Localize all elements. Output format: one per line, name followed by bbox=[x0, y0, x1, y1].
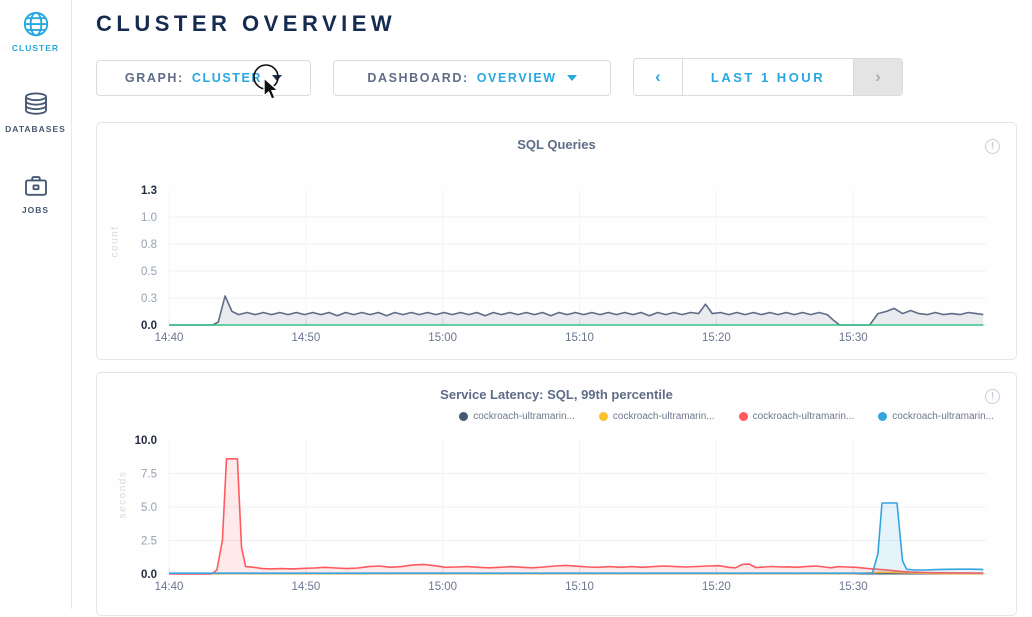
graph-dropdown-label: GRAPH: bbox=[124, 71, 184, 85]
legend-dot-icon bbox=[878, 412, 888, 421]
svg-text:15:00: 15:00 bbox=[428, 581, 457, 593]
sql-queries-card: SQL Queries ! count 1.3 1.0 0.8 0.5 0.3 0.0 14… bbox=[96, 122, 1017, 360]
chart-title: SQL Queries bbox=[517, 137, 596, 152]
legend-item[interactable]: cockroach-ultramarin... bbox=[738, 411, 855, 422]
svg-text:0.8: 0.8 bbox=[141, 239, 157, 251]
sidebar-item-label: CLUSTER bbox=[11, 43, 60, 53]
svg-text:15:20: 15:20 bbox=[702, 581, 731, 593]
svg-text:0.0: 0.0 bbox=[141, 320, 157, 332]
time-prev-button[interactable]: ‹ bbox=[634, 59, 683, 95]
svg-text:10.0: 10.0 bbox=[135, 435, 157, 447]
time-range-selector: ‹ LAST 1 HOUR › bbox=[633, 58, 903, 96]
svg-text:0.0: 0.0 bbox=[141, 569, 157, 581]
info-icon[interactable]: ! bbox=[985, 389, 1000, 404]
svg-text:15:30: 15:30 bbox=[839, 581, 868, 593]
chart-legend: cockroach-ultramarin... cockroach-ultrama… bbox=[459, 411, 994, 422]
legend-item[interactable]: cockroach-ultramarin... bbox=[878, 411, 994, 422]
service-latency-chart[interactable]: 10.0 7.5 5.0 2.5 0.0 14:40 14:50 15:00 15:10 15:2… bbox=[97, 373, 1016, 615]
sidebar: CLUSTER DATABASES JOBS bbox=[0, 0, 72, 609]
legend-dot-icon bbox=[738, 412, 748, 421]
svg-text:5.0: 5.0 bbox=[141, 502, 157, 514]
legend-dot-icon bbox=[459, 412, 469, 421]
svg-text:1.0: 1.0 bbox=[141, 212, 157, 224]
dashboard-dropdown[interactable]: DASHBOARD: OVERVIEW bbox=[333, 60, 611, 96]
svg-text:1.3: 1.3 bbox=[141, 185, 157, 197]
svg-text:14:50: 14:50 bbox=[291, 581, 320, 593]
svg-text:15:10: 15:10 bbox=[565, 581, 594, 593]
svg-text:7.5: 7.5 bbox=[141, 469, 157, 481]
svg-text:15:30: 15:30 bbox=[839, 332, 868, 344]
dashboard-dropdown-value: OVERVIEW bbox=[476, 71, 557, 85]
svg-text:0.5: 0.5 bbox=[141, 266, 157, 278]
info-icon[interactable]: ! bbox=[985, 139, 1000, 154]
sidebar-item-cluster[interactable]: CLUSTER bbox=[0, 9, 71, 53]
globe-icon bbox=[23, 11, 48, 37]
dashboard-dropdown-label: DASHBOARD: bbox=[367, 71, 469, 85]
sidebar-item-label: DATABASES bbox=[5, 124, 66, 134]
databases-icon bbox=[24, 92, 47, 115]
page-title: CLUSTER OVERVIEW bbox=[96, 11, 397, 36]
chart-title: Service Latency: SQL, 99th percentile bbox=[440, 387, 673, 402]
svg-text:15:00: 15:00 bbox=[428, 332, 457, 344]
legend-item[interactable]: cockroach-ultramarin... bbox=[598, 411, 715, 422]
legend-dot-icon bbox=[598, 412, 608, 421]
legend-label: cockroach-ultramarin... bbox=[892, 411, 994, 422]
legend-label: cockroach-ultramarin... bbox=[612, 411, 715, 422]
svg-text:14:50: 14:50 bbox=[291, 332, 320, 344]
time-range-button[interactable]: LAST 1 HOUR bbox=[710, 69, 826, 85]
sidebar-item-label: JOBS bbox=[21, 205, 50, 215]
sql-queries-chart[interactable]: 1.3 1.0 0.8 0.5 0.3 0.0 14:40 14:50 15:00 15:10 15… bbox=[97, 123, 1016, 359]
legend-label: cockroach-ultramarin... bbox=[473, 411, 575, 422]
svg-text:14:40: 14:40 bbox=[155, 581, 184, 593]
chevron-down-icon bbox=[272, 75, 283, 81]
legend-label: cockroach-ultramarin... bbox=[752, 411, 855, 422]
svg-text:15:10: 15:10 bbox=[565, 332, 594, 344]
chevron-down-icon bbox=[566, 75, 577, 81]
time-next-button[interactable]: › bbox=[853, 59, 902, 95]
svg-text:15:20: 15:20 bbox=[702, 332, 731, 344]
graph-dropdown-value: CLUSTER bbox=[191, 71, 263, 85]
legend-item[interactable]: cockroach-ultramarin... bbox=[459, 411, 575, 422]
sidebar-item-databases[interactable]: DATABASES bbox=[0, 90, 71, 134]
sidebar-item-jobs[interactable]: JOBS bbox=[0, 171, 71, 215]
service-latency-card: Service Latency: SQL, 99th percentile ! … bbox=[96, 372, 1017, 616]
svg-text:14:40: 14:40 bbox=[155, 332, 184, 344]
graph-dropdown[interactable]: GRAPH: CLUSTER bbox=[96, 60, 311, 96]
svg-text:2.5: 2.5 bbox=[141, 536, 157, 548]
briefcase-icon bbox=[24, 176, 47, 196]
svg-text:0.3: 0.3 bbox=[141, 293, 157, 305]
